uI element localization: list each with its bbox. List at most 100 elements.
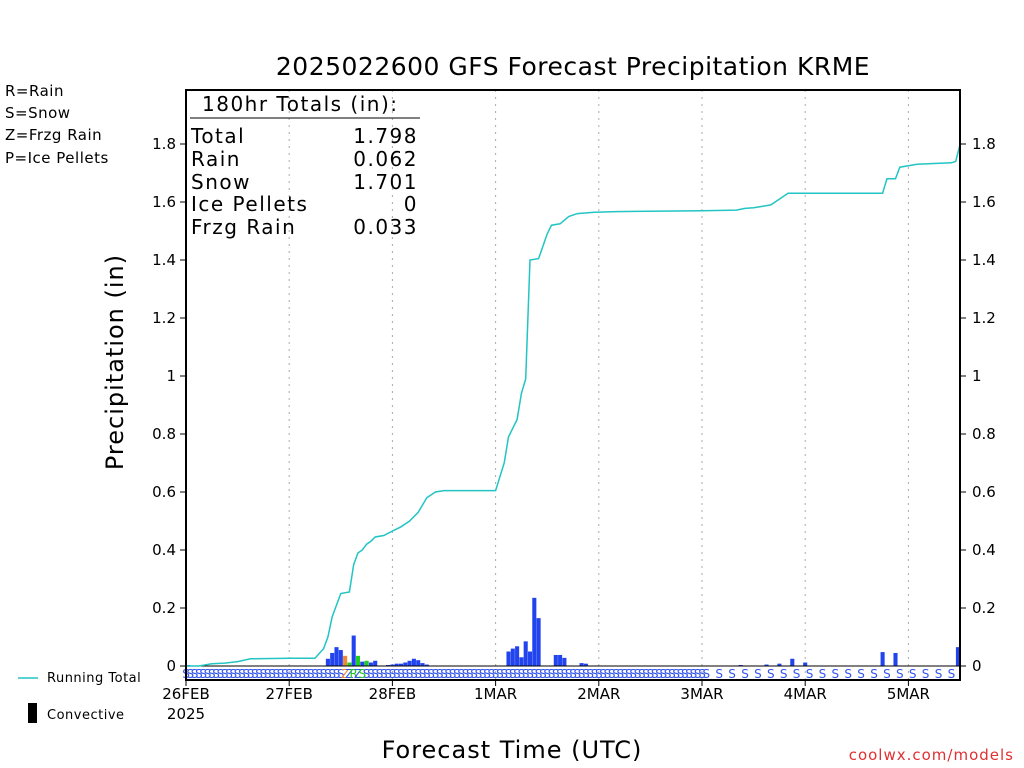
ptype-mark-83: S <box>539 667 547 681</box>
y-tick-label-left-4: 0.8 <box>152 425 176 443</box>
ptype-mark-37: Z <box>341 667 349 681</box>
x-tick-sublabel-0: 2025 <box>167 705 205 723</box>
ptype-mark-116: S <box>681 667 689 681</box>
precip-bar-5 <box>343 655 348 666</box>
ptype-mark-98: S <box>604 667 612 681</box>
ptype-mark-84: S <box>543 667 551 681</box>
ptype-mark-103: S <box>625 667 633 681</box>
ptype-mark-97: S <box>599 667 607 681</box>
ptype-mark-52: S <box>406 667 414 681</box>
totals-value-total: 1.798 <box>353 124 418 148</box>
ptype-mark-169: S <box>909 667 917 681</box>
ptype-mark-65: S <box>462 667 470 681</box>
ptype-mark-9: S <box>221 667 229 681</box>
ptype-mark-124: S <box>715 667 723 681</box>
y-tick-label-left-5: 1 <box>166 367 176 385</box>
ptype-mark-57: S <box>427 667 435 681</box>
precip-bar-3 <box>334 647 339 666</box>
y-tick-label-right-9: 1.8 <box>972 135 996 153</box>
ptype-mark-60: S <box>440 667 448 681</box>
precip-bar-8 <box>355 655 361 666</box>
precip-bars <box>186 597 960 666</box>
ptype-mark-19: S <box>264 667 272 681</box>
ptype-mark-43: S <box>367 667 375 681</box>
totals-value-rain: 0.062 <box>353 147 418 171</box>
totals-value-frzg-rain: 0.033 <box>353 215 418 239</box>
ptype-mark-24: S <box>285 667 293 681</box>
ptype-mark-92: S <box>578 667 586 681</box>
precip-bar-34 <box>579 663 584 666</box>
ptype-mark-35: S <box>333 667 341 681</box>
precip-bar-24 <box>510 648 515 666</box>
precip-bar-6 <box>347 662 352 666</box>
precip-bar-10 <box>364 660 369 666</box>
ptype-mark-14: S <box>242 667 250 681</box>
ptype-mark-16: S <box>251 667 259 681</box>
ptype-mark-77: S <box>513 667 521 681</box>
precip-bar-39 <box>790 658 795 666</box>
ptype-mark-15: S <box>247 667 255 681</box>
x-tick-label-4: 2MAR <box>577 685 620 703</box>
ptype-mark-139: S <box>780 667 788 681</box>
y-tick-label-right-4: 0.8 <box>972 425 996 443</box>
ptype-mark-22: S <box>277 667 285 681</box>
x-tick-label-7: 5MAR <box>887 685 930 703</box>
ptype-mark-105: S <box>634 667 642 681</box>
ptype-mark-80: S <box>526 667 534 681</box>
totals-value-snow: 1.701 <box>353 170 418 194</box>
ptype-mark-26: S <box>294 667 302 681</box>
ptype-mark-145: S <box>806 667 814 681</box>
y-tick-label-left-3: 0.6 <box>152 483 176 501</box>
totals-header: 180hr Totals (in): <box>202 92 399 116</box>
y-tick-label-right-8: 1.6 <box>972 193 996 211</box>
precip-bar-31 <box>553 654 558 666</box>
ptype-mark-25: S <box>290 667 298 681</box>
legend-snow: S=Snow <box>5 104 71 122</box>
ptype-mark-81: S <box>530 667 538 681</box>
ptype-mark-47: S <box>384 667 392 681</box>
ptype-mark-85: S <box>548 667 556 681</box>
precip-bar-29 <box>532 597 537 666</box>
ptype-mark-4: S <box>199 667 207 681</box>
ptype-mark-70: S <box>483 667 491 681</box>
ptype-mark-87: S <box>556 667 564 681</box>
precip-bar-43 <box>955 647 960 666</box>
precip-bar-1 <box>325 658 330 666</box>
ptype-mark-42: S <box>363 667 371 681</box>
ptype-mark-86: S <box>552 667 560 681</box>
ptype-mark-71: S <box>487 667 495 681</box>
ptype-legend: R=Rain S=Snow Z=Frzg Rain P=Ice Pellets <box>5 82 108 167</box>
precip-bar-19 <box>411 658 416 666</box>
legend-frzg-rain: Z=Frzg Rain <box>5 126 102 144</box>
y-tick-label-left-1: 0.2 <box>152 599 176 617</box>
ptype-mark-136: S <box>767 667 775 681</box>
y-tick-label-left-9: 1.8 <box>152 135 176 153</box>
ptype-mark-88: S <box>561 667 569 681</box>
ptype-mark-172: S <box>922 667 930 681</box>
totals-label-rain: Rain <box>191 147 241 171</box>
y-tick-label-left-0: 0 <box>166 657 176 675</box>
y-tick-label-left-7: 1.4 <box>152 251 176 269</box>
precip-bar-9 <box>360 661 365 666</box>
ptype-mark-66: S <box>466 667 474 681</box>
ptype-mark-28: S <box>303 667 311 681</box>
ptype-mark-6: S <box>208 667 216 681</box>
ptype-mark-102: S <box>621 667 629 681</box>
ptype-mark-69: S <box>479 667 487 681</box>
ptype-mark-79: S <box>522 667 530 681</box>
ptype-mark-46: S <box>380 667 388 681</box>
legend-rain: R=Rain <box>5 82 64 100</box>
ptype-mark-78: S <box>518 667 526 681</box>
ptype-mark-100: S <box>612 667 620 681</box>
precip-bar-11 <box>368 662 373 666</box>
ptype-mark-18: S <box>260 667 268 681</box>
ptype-mark-89: S <box>565 667 573 681</box>
credit-text: coolwx.com/models <box>849 746 1014 764</box>
ptype-mark-1: S <box>186 667 194 681</box>
ptype-mark-157: S <box>857 667 865 681</box>
ptype-mark-74: S <box>500 667 508 681</box>
ptype-mark-151: S <box>831 667 839 681</box>
ptype-mark-12: S <box>234 667 242 681</box>
precip-bar-32 <box>558 654 563 666</box>
